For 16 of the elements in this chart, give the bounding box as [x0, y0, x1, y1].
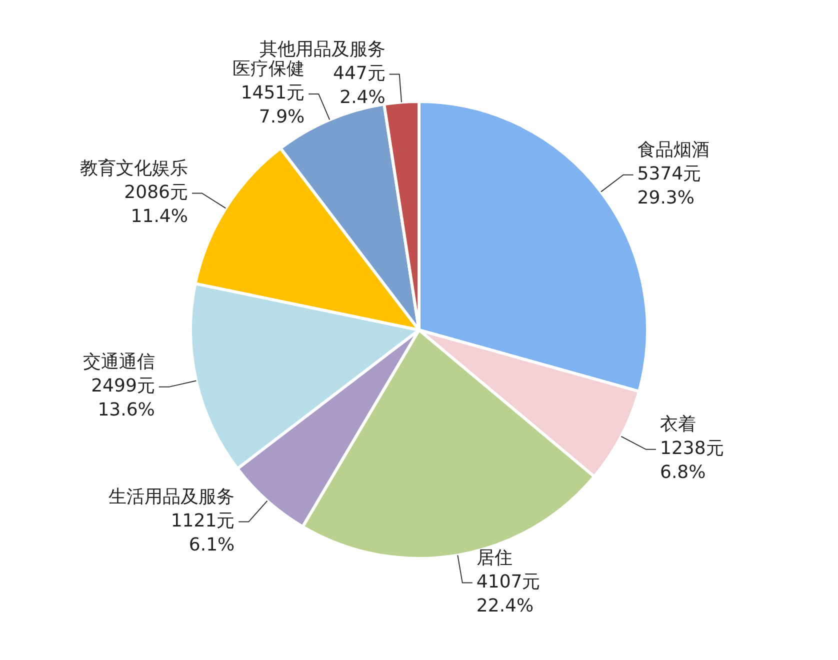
slice-label: 生活用品及服务	[108, 486, 235, 508]
slice-label: 教育文化娱乐	[80, 158, 188, 179]
data-label: 447元 2.4%	[333, 62, 386, 108]
slice-label: 衣着	[660, 414, 696, 436]
data-label: 2499元 13.6%	[91, 376, 155, 421]
slice-label: 医疗保健	[232, 58, 305, 80]
data-label: 1451元 7.9%	[240, 82, 305, 128]
data-label: 2086元 11.4%	[124, 182, 188, 227]
slice-label: 其他用品及服务	[259, 38, 386, 60]
slice-label: 食品烟酒	[637, 140, 710, 161]
slice-label: 交通通信	[82, 352, 155, 373]
data-label: 4107元 22.4%	[476, 571, 540, 616]
slice-label: 居住	[476, 547, 512, 568]
data-label: 1121元 6.1%	[170, 510, 235, 556]
data-label: 1238元 6.8%	[660, 438, 724, 484]
data-label: 5374元 29.3%	[637, 164, 702, 209]
